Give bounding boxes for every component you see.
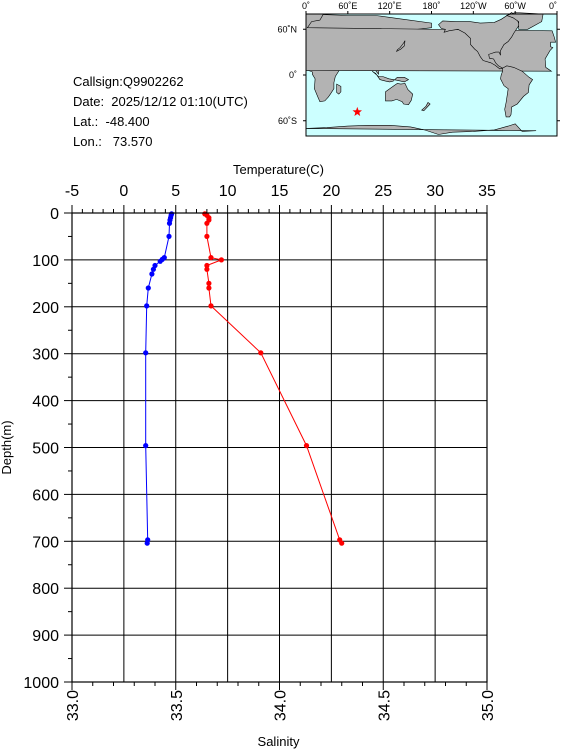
temperature-data-point (161, 255, 167, 261)
salinity-tick-label: 34.0 (273, 690, 290, 721)
depth-tick-label: 0 (50, 206, 59, 223)
salinity-data-point (208, 255, 214, 261)
madagascar-land (336, 83, 342, 95)
depth-tick-label: 500 (32, 441, 59, 458)
south-america-land (500, 65, 534, 118)
salinity-data-point (204, 262, 210, 269)
salinity-axis-title: Salinity (258, 734, 300, 749)
depth-axis-title: Depth(m) (0, 420, 14, 474)
salinity-data-point (337, 537, 343, 543)
salinity-data-point (202, 211, 208, 217)
salinity-data-point (258, 350, 264, 356)
map-lon-label: 0˚ (549, 1, 557, 11)
temperature-tick-label: 25 (374, 183, 392, 200)
salinity-data-point (204, 266, 210, 272)
salinity-tick-label: 35.0 (480, 690, 497, 721)
temperature-data-point (166, 233, 172, 239)
temperature-tick-label: 10 (219, 183, 237, 200)
plot-frame (71, 212, 488, 683)
world-map: 0˚ 60˚E 120˚E 180˚ 120˚W 60˚W 0˚ 60˚N 0˚ 60˚S (277, 1, 560, 137)
north-america-land (438, 12, 520, 70)
temperature-tick-label: 35 (478, 183, 496, 200)
depth-tick-label: 600 (32, 487, 59, 504)
depth-tick-label: 100 (32, 253, 59, 270)
longitude-text: Lon.: 73.570 (73, 134, 153, 149)
temperature-data-point (143, 350, 149, 356)
new-zealand-land (421, 102, 431, 112)
temperature-tick-label: 30 (426, 183, 444, 200)
callsign-text: Callsign:Q9902262 (73, 74, 184, 89)
temperature-data-point (152, 262, 158, 269)
map-lon-label: 0˚ (302, 1, 310, 11)
depth-tick-label: 900 (32, 628, 59, 645)
depth-tick-label: 800 (32, 581, 59, 598)
depth-tick-label: 700 (32, 534, 59, 551)
salinity-tick-label: 34.5 (376, 690, 393, 721)
temperature-profile-line (145, 213, 173, 544)
temperature-data-point (145, 285, 151, 291)
map-lon-label: 120˚W (460, 1, 487, 11)
temperature-data-point (168, 215, 174, 221)
salinity-data-point (218, 257, 224, 263)
salinity-data-point (204, 233, 210, 239)
depth-tick-label: 1000 (23, 675, 59, 692)
temperature-data-point (143, 443, 149, 449)
temperature-data-point (168, 212, 174, 218)
temperature-data-point (150, 266, 156, 272)
salinity-data-point (206, 217, 212, 223)
station-marker-icon (352, 106, 362, 116)
map-lat-label: 0˚ (289, 70, 297, 80)
temperature-data-point (145, 537, 151, 543)
salinity-tick-label: 33.0 (65, 690, 82, 721)
temperature-axis-title: Temperature(C) (233, 162, 324, 177)
salinity-data-point (339, 540, 345, 546)
temperature-tick-label: -5 (65, 183, 79, 200)
salinity-profile-line (204, 213, 343, 544)
station-info: Callsign:Q9902262 Date: 2025/12/12 01:10… (73, 72, 248, 152)
salinity-data-point (204, 212, 210, 218)
salinity-data-point (206, 280, 212, 286)
depth-tick-label: 300 (32, 347, 59, 364)
map-lon-label: 120˚E (378, 1, 402, 11)
temperature-tick-label: 20 (322, 183, 340, 200)
temperature-data-point (159, 256, 165, 262)
temperature-tick-label: 15 (271, 183, 289, 200)
salinity-data-point (206, 285, 212, 291)
temperature-data-point (149, 271, 155, 277)
map-lon-label: 60˚W (504, 1, 526, 11)
japan-land (395, 40, 406, 53)
depth-tick-label: 200 (32, 300, 59, 317)
salinity-data-point (204, 220, 210, 226)
temperature-data-point (144, 303, 150, 309)
temperature-data-point (144, 540, 150, 546)
map-lat-label: 60˚S (278, 116, 297, 126)
temperature-tick-label: 0 (119, 183, 128, 200)
temperature-data-point (167, 217, 173, 223)
latitude-text: Lat.: -48.400 (73, 114, 150, 129)
map-lon-label: 60˚E (338, 1, 357, 11)
temperature-data-point (166, 220, 173, 226)
temperature-data-point (169, 211, 175, 217)
salinity-tick-label: 33.5 (169, 690, 186, 721)
date-text: Date: 2025/12/12 01:10(UTC) (73, 94, 248, 109)
salinity-data-point (206, 215, 212, 221)
australia-land (385, 83, 414, 106)
indonesia-land (372, 70, 410, 83)
temperature-tick-label: 5 (171, 183, 180, 200)
europe-west-land (305, 13, 556, 72)
map-lon-label: 180˚ (422, 1, 440, 11)
map-lat-label: 60˚N (277, 24, 297, 34)
salinity-data-point (208, 303, 214, 309)
salinity-data-point (303, 443, 310, 449)
temperature-data-point (157, 258, 163, 264)
depth-tick-label: 400 (32, 394, 59, 411)
antarctica-land (305, 123, 537, 136)
